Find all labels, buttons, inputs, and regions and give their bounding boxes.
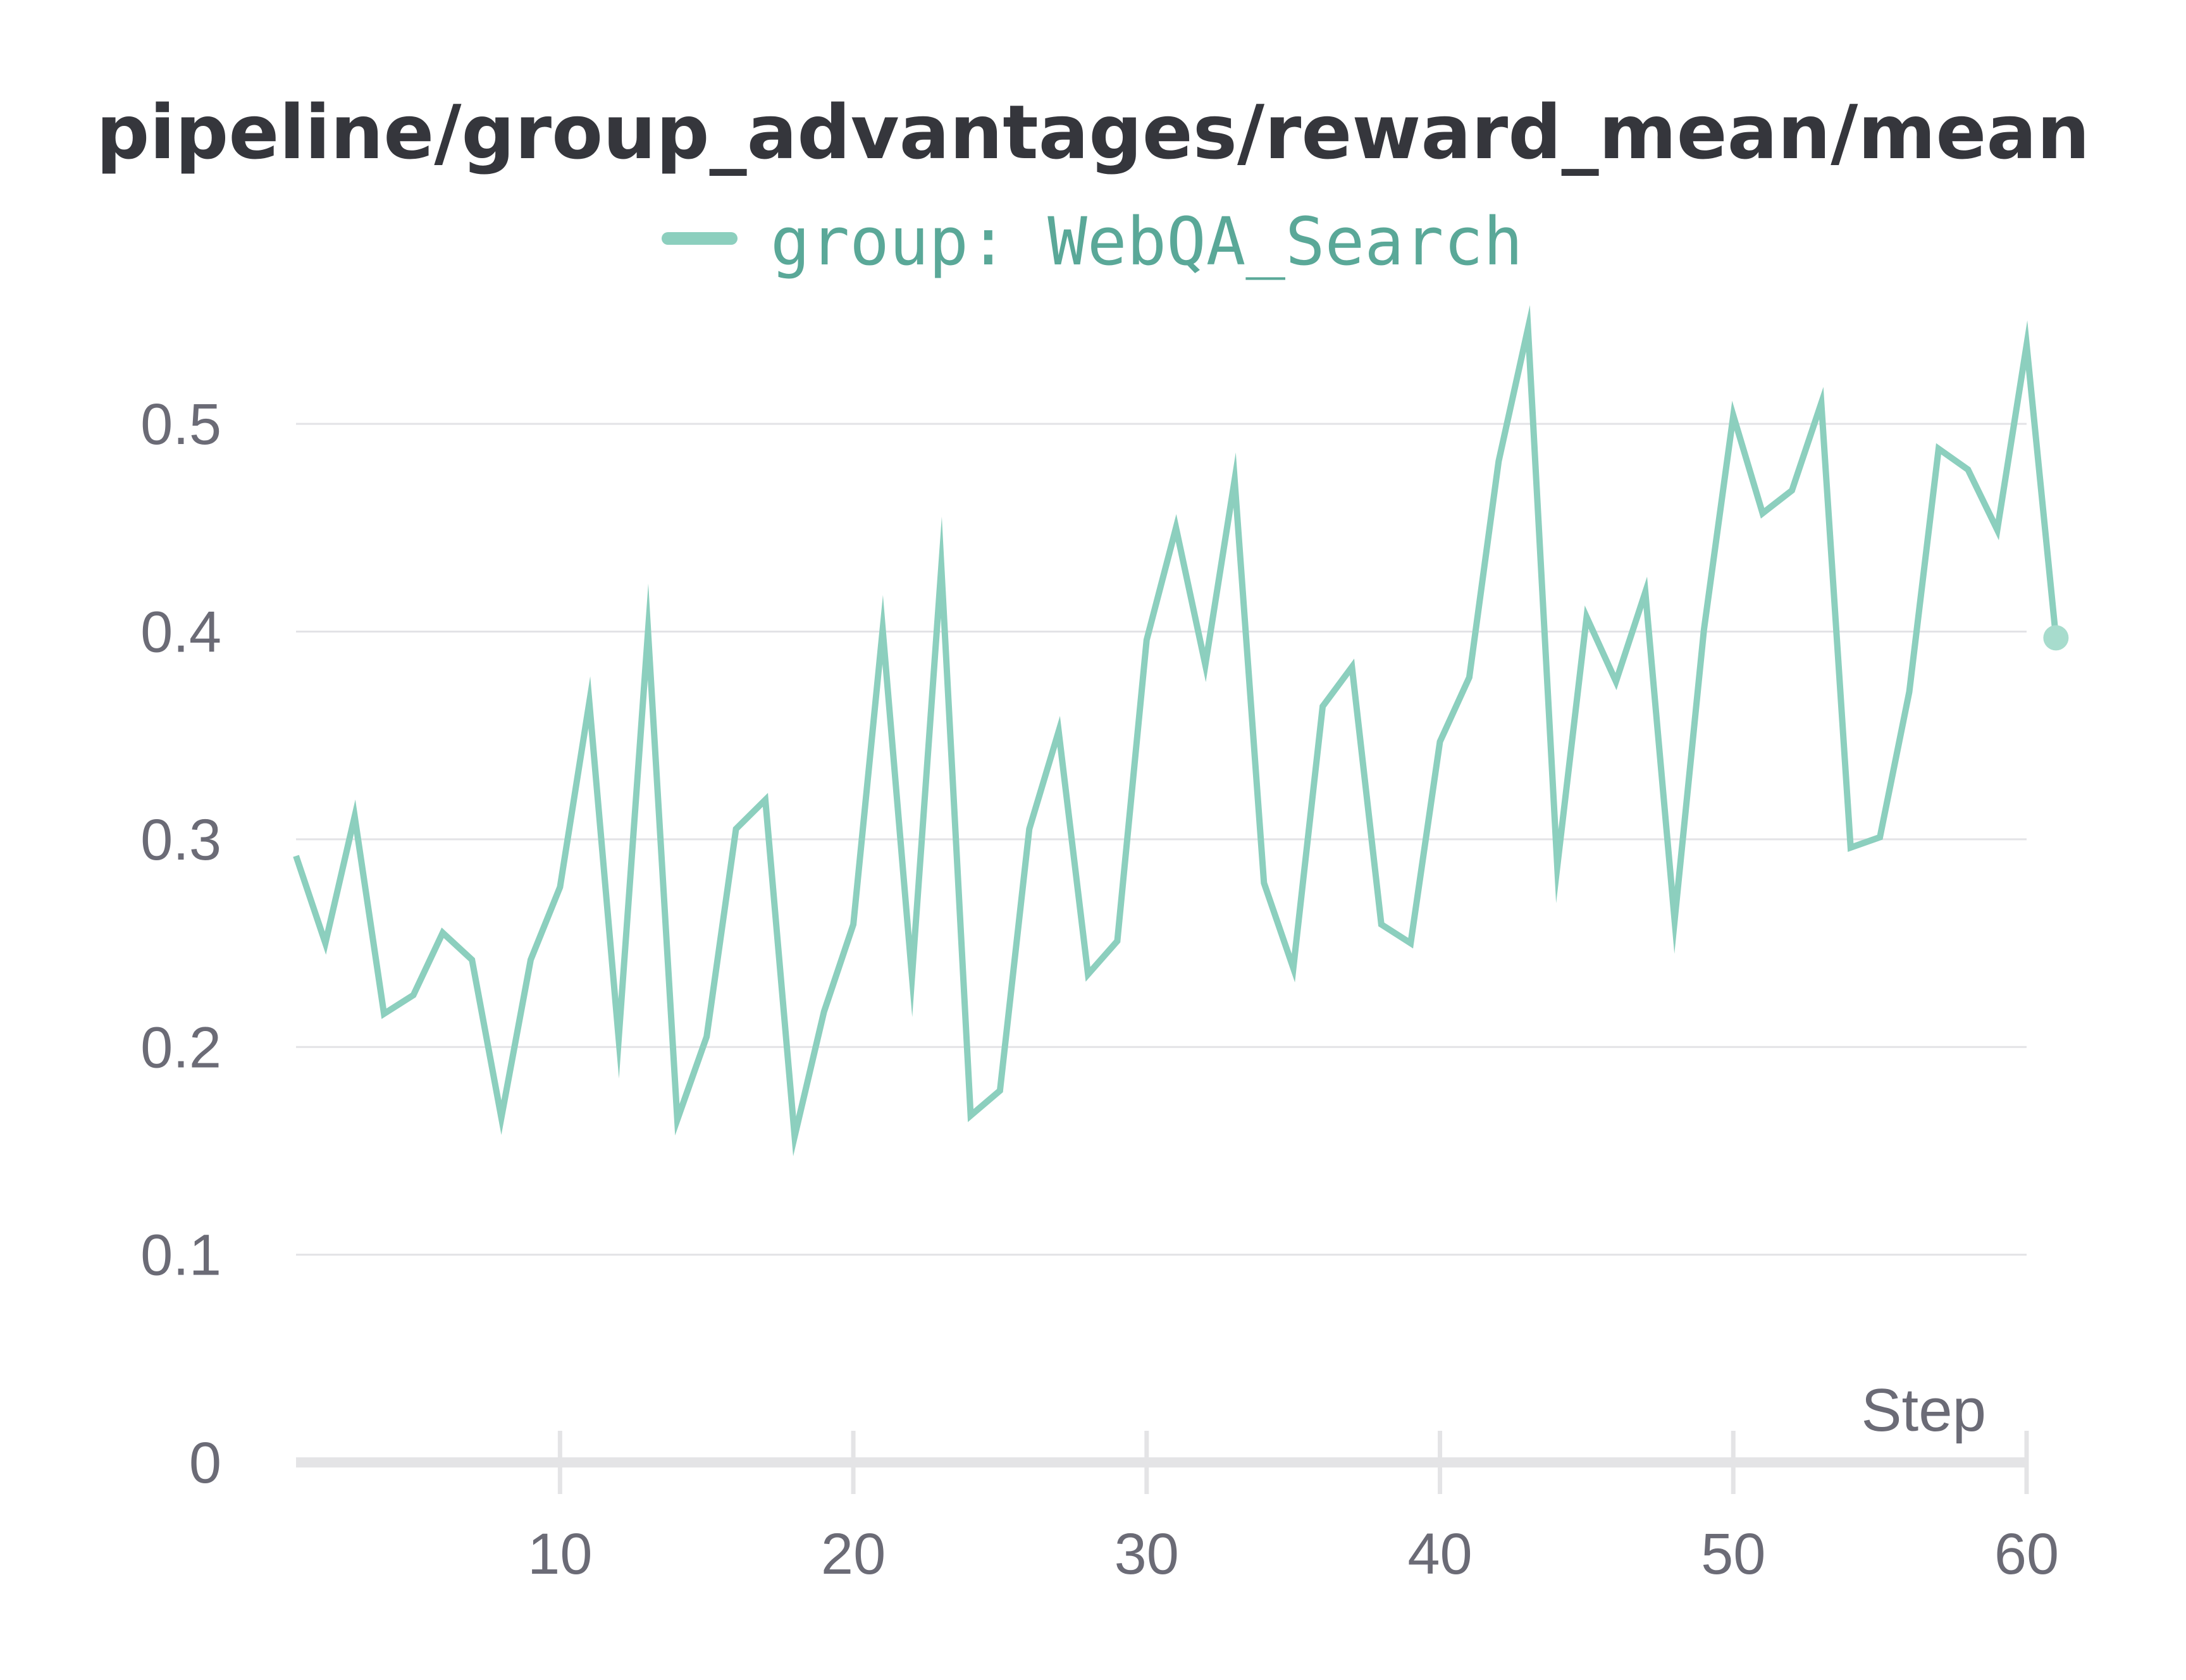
- data-point: [1906, 689, 1913, 695]
- data-point: [322, 940, 328, 946]
- data-point: [1495, 458, 1502, 464]
- data-point: [880, 626, 886, 633]
- data-point: [1730, 412, 1736, 419]
- data-point: [1232, 477, 1238, 483]
- data-point: [791, 1133, 798, 1140]
- data-point: [1319, 703, 1326, 710]
- data-point: [352, 813, 358, 820]
- data-point: [1378, 922, 1385, 928]
- y-tick-label: 0.3: [140, 808, 221, 872]
- data-point: [440, 930, 446, 936]
- data-point: [821, 1009, 827, 1015]
- data-point: [1466, 674, 1473, 681]
- legend-label: group: WebQA_Search: [770, 203, 1523, 280]
- x-tick-label: 40: [1407, 1522, 1472, 1586]
- data-point: [1642, 589, 1648, 595]
- last-data-point: [2043, 625, 2069, 651]
- data-point: [1994, 527, 2001, 533]
- data-point: [498, 1115, 505, 1121]
- data-point: [762, 797, 769, 803]
- data-point: [1437, 739, 1443, 745]
- x-tick-label: 60: [1994, 1522, 2059, 1586]
- data-point: [293, 853, 299, 859]
- data-point: [1848, 844, 1854, 851]
- data-point: [703, 1034, 710, 1040]
- chart-title: pipeline/group_advantages/reward_mean/me…: [96, 89, 2090, 176]
- y-axis: 0 0.1 0.2 0.3 0.4 0.5: [140, 392, 221, 1495]
- data-point: [1936, 446, 1942, 452]
- data-point: [1818, 400, 1824, 406]
- data-point: [674, 1116, 681, 1123]
- data-point: [1525, 325, 1531, 331]
- data-point: [1173, 524, 1179, 531]
- data-point: [557, 884, 563, 890]
- data-point: [1877, 834, 1883, 841]
- data-point: [1144, 637, 1150, 643]
- data-point: [1965, 466, 1971, 472]
- data-point: [586, 699, 593, 705]
- data-point: [1701, 626, 1707, 633]
- data-point: [1613, 678, 1619, 684]
- data-point: [1554, 863, 1560, 870]
- data-point: [909, 973, 915, 980]
- data-point: [1261, 880, 1267, 886]
- data-point: [1056, 728, 1062, 734]
- gridlines: [296, 423, 2027, 1256]
- data-point: [1290, 965, 1297, 972]
- y-tick-label: 0.2: [140, 1015, 221, 1080]
- data-point: [1583, 614, 1590, 621]
- data-point: [2023, 342, 2030, 348]
- y-tick-label: 0: [189, 1431, 221, 1495]
- legend: group: WebQA_Search: [662, 203, 1523, 280]
- data-point: [1349, 664, 1355, 670]
- data-point: [411, 992, 417, 998]
- data-point: [1760, 510, 1766, 516]
- data-point: [1672, 917, 1678, 923]
- x-tick-label: 20: [821, 1522, 886, 1586]
- data-point: [1407, 940, 1414, 946]
- data-point: [1085, 971, 1091, 977]
- data-point: [850, 922, 856, 928]
- data-point: [469, 956, 475, 963]
- y-tick-label: 0.4: [140, 600, 221, 665]
- data-point: [1114, 938, 1120, 944]
- series-group: [293, 305, 2069, 1156]
- x-tick-label: 50: [1701, 1522, 1765, 1586]
- data-point: [968, 1113, 974, 1119]
- data-point: [645, 629, 651, 635]
- data-point: [938, 564, 944, 571]
- x-tick-label: 30: [1115, 1522, 1179, 1586]
- data-point: [1789, 487, 1795, 493]
- x-tick-label: 10: [528, 1522, 592, 1586]
- data-point: [615, 1035, 622, 1042]
- data-point: [997, 1087, 1003, 1094]
- x-axis-title: Step: [1862, 1376, 1986, 1444]
- y-tick-label: 0.1: [140, 1223, 221, 1288]
- x-axis: 10 20 30 40 50 60: [296, 1431, 2059, 1586]
- series-line: [293, 305, 2059, 1156]
- data-point: [733, 826, 739, 832]
- data-point: [528, 956, 534, 963]
- data-point: [381, 1011, 387, 1017]
- y-tick-label: 0.5: [140, 392, 221, 457]
- data-point: [1026, 826, 1032, 832]
- data-point: [1202, 662, 1209, 668]
